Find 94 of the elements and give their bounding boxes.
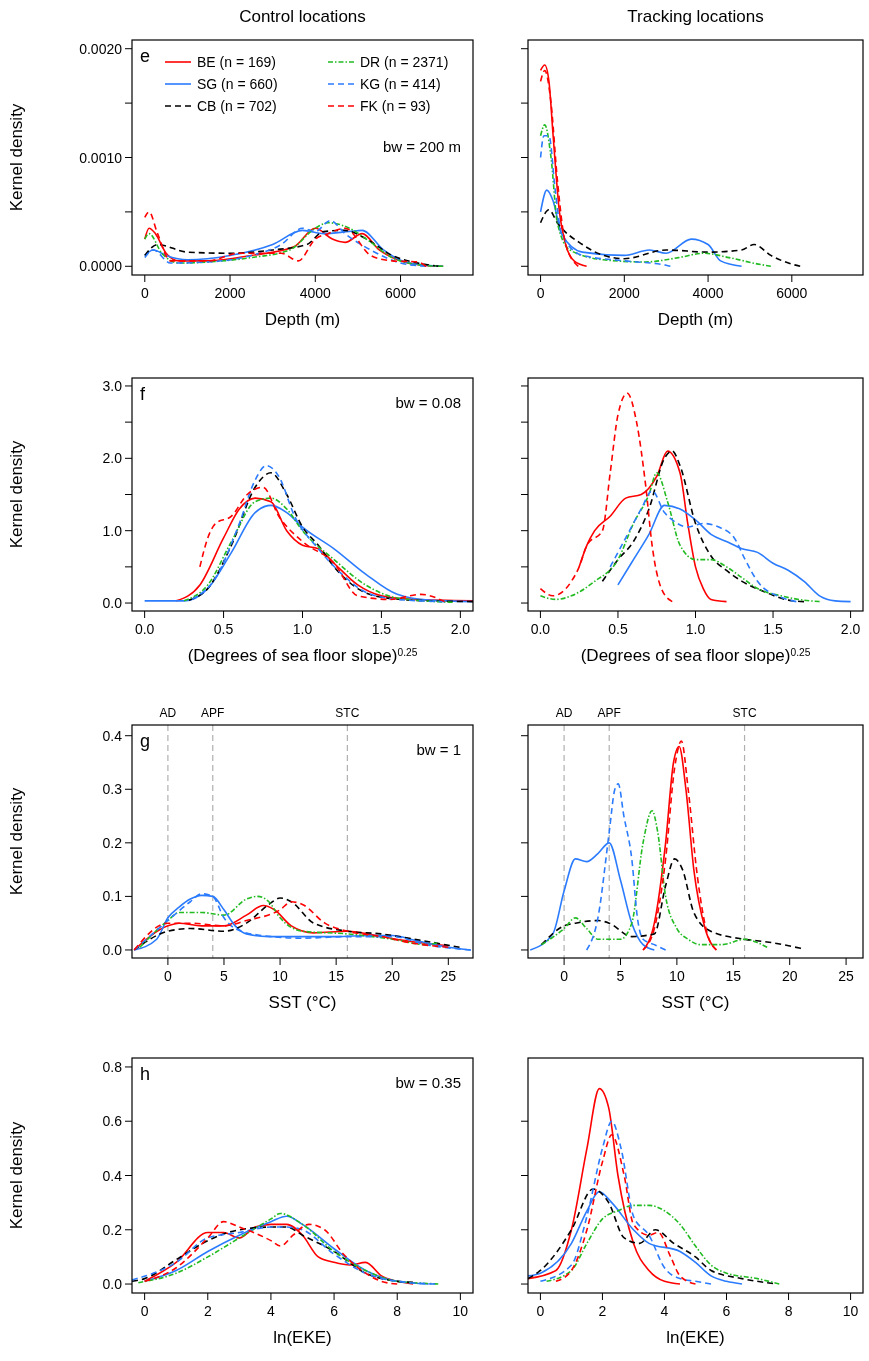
x-tick-label: 6	[330, 1303, 339, 1319]
y-tick-label: 0.0	[102, 1276, 123, 1293]
x-tick-label: 1.0	[292, 621, 313, 637]
x-tick-label: 1.5	[763, 621, 783, 637]
y-tick-label: 0.0	[102, 595, 123, 612]
legend-label: BE (n = 169)	[197, 54, 276, 70]
y-tick-label: 0.4	[102, 727, 123, 744]
annotation: bw = 200 m	[383, 138, 461, 155]
x-tick-label: 1.5	[371, 621, 392, 637]
annotation: f	[140, 384, 146, 404]
y-tick-label: 0.4	[102, 1167, 123, 1184]
y-tick-label: 0.6	[102, 1113, 123, 1130]
y-tick-label: 0.2	[102, 1221, 123, 1238]
x-tick-label: 10	[669, 968, 685, 984]
x-tick-label: 25	[440, 968, 457, 984]
legend-label: SG (n = 660)	[197, 76, 278, 92]
ref-line-label: APF	[201, 706, 225, 720]
x-tick-label: 15	[725, 968, 742, 984]
y-tick-label: 1.0	[102, 522, 123, 539]
x-tick-label: 0	[536, 285, 545, 301]
x-tick-label: 10	[452, 1303, 469, 1319]
y-tick-label: 2.0	[102, 450, 123, 467]
y-axis-title: Kernel density	[7, 1121, 26, 1230]
y-tick-label: 0.0020	[79, 40, 123, 57]
x-axis-title: SST (°C)	[268, 993, 337, 1012]
x-axis-title: (Degrees of sea floor slope)$^{0.25}$	[187, 646, 418, 665]
legend-label: CB (n = 702)	[197, 98, 277, 114]
ref-line-label: STC	[335, 706, 360, 720]
x-tick-label: 0	[140, 285, 149, 301]
x-tick-label: 25	[838, 968, 855, 984]
x-tick-label: 1.0	[685, 621, 706, 637]
annotation: bw = 0.35	[395, 1074, 461, 1091]
x-tick-label: 10	[272, 968, 289, 984]
x-tick-label: 6	[722, 1303, 731, 1319]
x-tick-label: 5	[616, 968, 625, 984]
ref-line-label: AD	[555, 706, 573, 720]
annotation: bw = 0.08	[395, 394, 461, 411]
x-tick-label: 2.0	[450, 621, 471, 637]
legend-label: DR (n = 2371)	[360, 54, 449, 70]
x-tick-label: 0	[560, 968, 569, 984]
x-tick-label: 4000	[299, 285, 332, 301]
x-tick-label: 0.0	[530, 621, 551, 637]
y-tick-label: 0.0000	[79, 258, 123, 275]
line-series	[139, 895, 438, 949]
annotation: h	[140, 1064, 151, 1084]
x-tick-label: 5	[220, 968, 229, 984]
y-tick-label: 0.1	[102, 888, 123, 905]
x-tick-label: 6000	[384, 285, 417, 301]
x-tick-label: 2000	[608, 285, 641, 301]
x-axis-title: (Degrees of sea floor slope)$^{0.25}$	[580, 646, 811, 665]
y-tick-label: 0.0	[102, 941, 123, 958]
ref-line-label: AD	[159, 706, 177, 720]
y-tick-label: 0.2	[102, 834, 123, 851]
annotation: bw = 1	[416, 741, 461, 758]
annotation: g	[140, 731, 151, 751]
x-tick-label: 4	[267, 1303, 276, 1319]
y-axis-title: Kernel density	[7, 440, 26, 549]
legend-label: FK (n = 93)	[360, 98, 431, 114]
y-axis-title: Kernel density	[7, 103, 26, 212]
x-tick-label: 2.0	[840, 621, 861, 637]
x-tick-label: 6000	[776, 285, 808, 301]
x-axis-title: SST (°C)	[661, 993, 730, 1012]
chart-title: Control locations	[239, 7, 366, 26]
y-tick-label: 0.3	[102, 781, 123, 798]
x-axis-title: Depth (m)	[264, 310, 341, 329]
x-tick-label: 2	[598, 1303, 607, 1319]
annotation: e	[140, 46, 151, 66]
x-tick-label: 4	[660, 1303, 669, 1319]
chart-title: Tracking locations	[627, 7, 764, 26]
y-tick-label: 3.0	[102, 377, 123, 394]
y-tick-label: 0.8	[102, 1058, 123, 1075]
x-axis-title: Depth (m)	[657, 310, 734, 329]
x-tick-label: 20	[384, 968, 401, 984]
x-tick-label: 0.5	[608, 621, 628, 637]
x-tick-label: 0	[164, 968, 172, 984]
x-tick-label: 2000	[214, 285, 246, 301]
x-tick-label: 8	[393, 1303, 402, 1319]
x-tick-label: 8	[784, 1303, 793, 1319]
x-tick-label: 15	[328, 968, 345, 984]
legend-label: KG (n = 414)	[360, 76, 441, 92]
x-tick-label: 4000	[692, 285, 724, 301]
y-tick-label: 0.0010	[79, 149, 123, 166]
x-axis-title: ln(EKE)	[666, 1328, 725, 1347]
y-axis-title: Kernel density	[7, 787, 26, 896]
x-tick-label: 0.5	[213, 621, 234, 637]
x-tick-label: 2	[203, 1303, 212, 1319]
x-tick-label: 0.0	[134, 621, 155, 637]
x-tick-label: 20	[781, 968, 798, 984]
x-axis-title: ln(EKE)	[273, 1328, 332, 1347]
x-tick-label: 0	[536, 1303, 545, 1319]
x-tick-label: 10	[842, 1303, 859, 1319]
ref-line-label: APF	[597, 706, 621, 720]
x-tick-label: 0	[140, 1303, 149, 1319]
ref-line-label: STC	[732, 706, 757, 720]
